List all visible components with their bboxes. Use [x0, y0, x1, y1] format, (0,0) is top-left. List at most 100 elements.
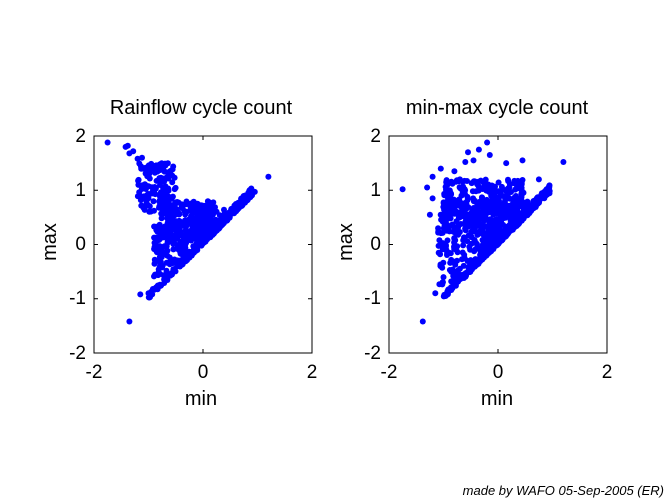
rainflow-ytick-label: 2 [75, 126, 86, 147]
rainflow-ytick-label: -1 [69, 288, 86, 309]
data-point [446, 250, 453, 256]
footer-credit: made by WAFO 05-Sep-2005 (ER) [462, 483, 664, 498]
data-point [438, 241, 445, 248]
data-point [201, 239, 208, 246]
minmax-xtick-label: 2 [602, 362, 613, 383]
data-point [472, 239, 479, 246]
data-point [124, 142, 131, 149]
data-point [461, 234, 467, 241]
data-point [162, 230, 169, 237]
data-point [399, 186, 406, 193]
minmax-xlabel: min [481, 388, 513, 410]
data-point [446, 188, 453, 195]
data-point [143, 199, 150, 206]
data-point [191, 246, 197, 253]
data-point [451, 246, 458, 252]
data-point [150, 185, 157, 192]
data-point [535, 176, 542, 183]
data-point [492, 205, 499, 212]
data-point [498, 237, 505, 244]
data-point [459, 205, 466, 212]
data-point [157, 182, 163, 188]
rainflow-points [104, 139, 272, 325]
minmax-plot: min-max cycle count min max -2 0 2 -2 -1… [335, 97, 612, 410]
data-point [169, 260, 176, 267]
data-point [139, 154, 145, 161]
data-point [439, 229, 446, 236]
data-point [465, 204, 472, 211]
minmax-points [399, 139, 567, 325]
data-point [470, 157, 477, 164]
data-point [165, 213, 172, 220]
rainflow-title: Rainflow cycle count [110, 97, 293, 119]
data-point [145, 290, 152, 297]
data-point [439, 279, 446, 286]
data-point [462, 212, 469, 219]
data-point [475, 178, 482, 185]
data-point [148, 164, 155, 171]
data-point [472, 212, 479, 219]
data-point [136, 160, 143, 167]
data-point [179, 242, 186, 249]
data-point [202, 223, 209, 230]
data-point [455, 223, 462, 229]
data-point [145, 183, 152, 190]
data-point [251, 188, 258, 195]
data-point [457, 185, 464, 192]
data-point [153, 177, 160, 184]
data-point [437, 261, 444, 268]
data-point [265, 173, 272, 180]
data-point [156, 263, 163, 270]
data-point [164, 240, 171, 246]
minmax-ytick-label: -2 [364, 343, 381, 364]
data-point [175, 224, 182, 231]
data-point [460, 242, 467, 249]
rainflow-ytick-label: -2 [69, 343, 86, 364]
rainflow-xtick-label: 2 [307, 362, 318, 383]
data-point [207, 216, 214, 222]
data-point [461, 273, 468, 280]
data-point [464, 178, 470, 184]
data-point [484, 139, 491, 146]
minmax-ytick-label: 1 [370, 180, 381, 201]
data-point [515, 218, 521, 225]
data-point [437, 165, 444, 172]
data-point [500, 213, 507, 220]
data-point [465, 149, 471, 156]
data-point [175, 229, 182, 236]
data-point [444, 237, 451, 244]
data-point [483, 252, 490, 259]
rainflow-plot: Rainflow cycle count min max -2 0 2 -2 -… [39, 97, 317, 410]
data-point [518, 179, 525, 186]
rainflow-ytick-label: 0 [75, 234, 86, 255]
data-point [480, 225, 487, 232]
data-point [182, 255, 189, 262]
data-point [538, 195, 545, 202]
data-point [451, 258, 458, 265]
data-point [479, 186, 486, 192]
data-point [235, 203, 242, 210]
data-point [170, 163, 177, 170]
data-point [479, 213, 486, 220]
data-point [162, 201, 169, 207]
data-point [202, 212, 209, 218]
minmax-ytick-label: 2 [370, 126, 381, 147]
data-point [471, 248, 478, 255]
data-point [137, 193, 143, 199]
data-point [155, 237, 162, 243]
minmax-ticks [388, 135, 608, 354]
data-point [154, 228, 161, 235]
data-point [419, 318, 426, 325]
minmax-xtick-label: 0 [493, 362, 504, 383]
data-point [426, 211, 433, 218]
data-point [190, 219, 197, 226]
data-point [495, 179, 502, 186]
data-point [524, 209, 531, 216]
data-point [183, 208, 190, 215]
data-point [441, 214, 448, 221]
data-point [158, 215, 165, 222]
data-point [464, 193, 471, 200]
data-point [483, 240, 490, 247]
data-point [502, 196, 509, 203]
